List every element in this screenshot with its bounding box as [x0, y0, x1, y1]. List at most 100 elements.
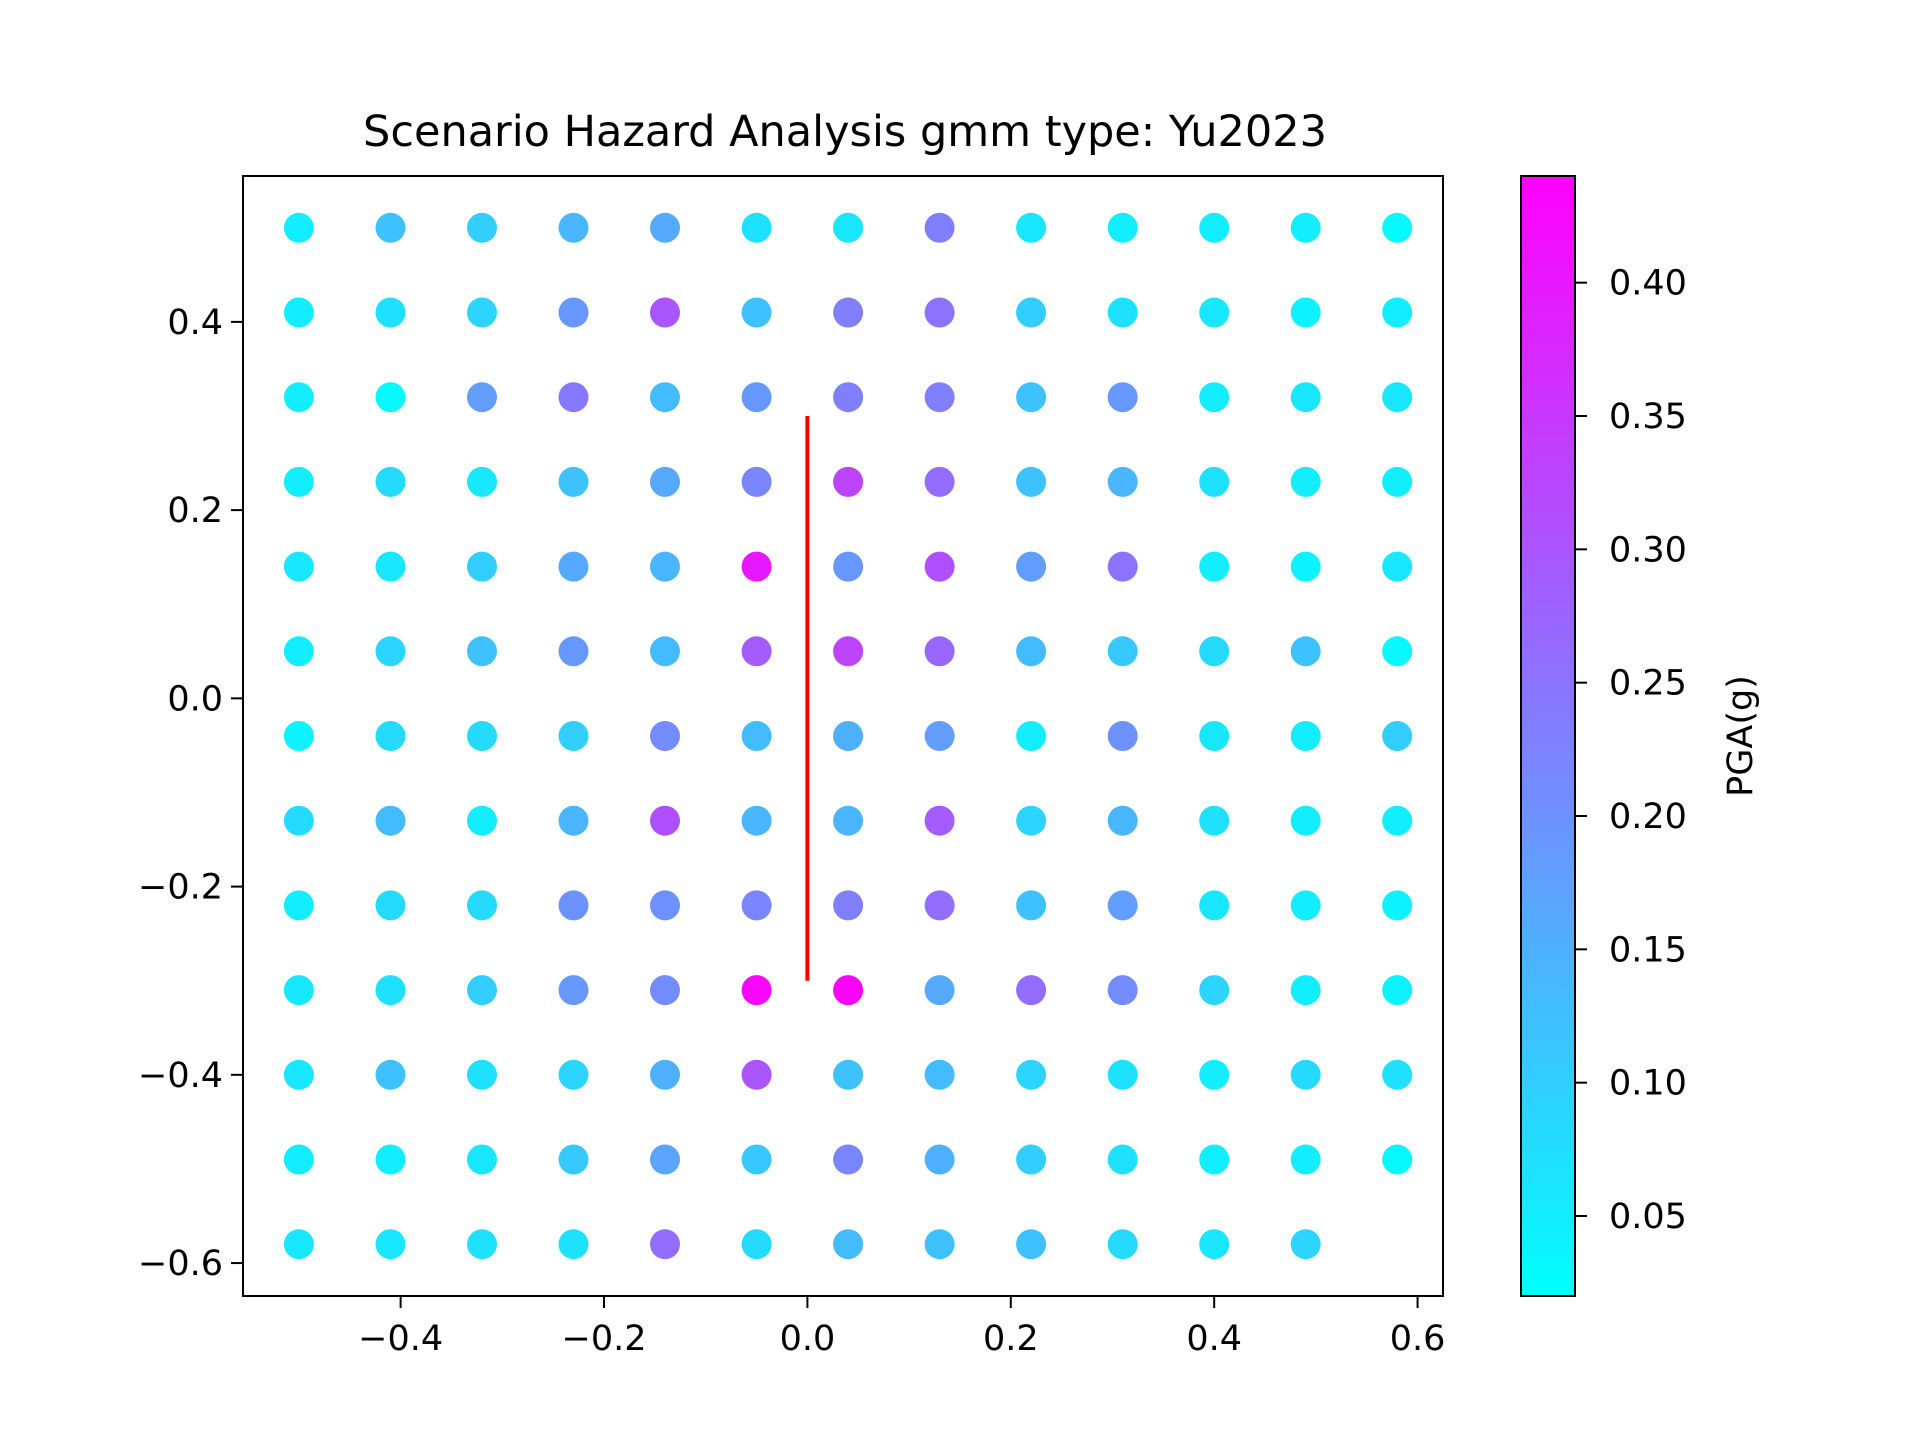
- site-marker: [1290, 1144, 1321, 1175]
- site-marker: [1382, 975, 1413, 1006]
- colorbar-tick-label: 0.20: [1609, 797, 1687, 837]
- site-marker: [833, 721, 864, 751]
- site-marker: [558, 212, 589, 243]
- site-marker: [1016, 1229, 1047, 1260]
- site-marker: [1107, 1144, 1138, 1175]
- site-marker: [558, 636, 589, 667]
- site-marker: [1382, 1144, 1413, 1175]
- site-marker: [375, 721, 406, 751]
- site-marker: [1382, 805, 1413, 836]
- site-marker: [833, 466, 864, 497]
- site-marker: [1107, 212, 1138, 243]
- site-marker: [1382, 721, 1413, 751]
- plot-frame: [242, 175, 1444, 1297]
- site-marker: [833, 297, 864, 328]
- site-marker: [283, 636, 314, 667]
- site-marker: [1016, 212, 1047, 243]
- site-marker: [283, 212, 314, 243]
- site-marker: [833, 890, 864, 921]
- site-marker: [283, 721, 314, 751]
- site-marker: [283, 1059, 314, 1090]
- site-marker: [741, 212, 772, 243]
- site-marker: [375, 636, 406, 667]
- colorbar-tick-label: 0.30: [1609, 530, 1687, 570]
- y-tick-label: 0.2: [167, 491, 223, 531]
- site-marker: [1290, 890, 1321, 921]
- site-marker: [924, 212, 955, 243]
- site-marker: [1199, 975, 1230, 1006]
- site-marker: [1107, 297, 1138, 328]
- site-marker: [1382, 636, 1413, 667]
- site-marker: [1290, 297, 1321, 328]
- site-marker: [375, 975, 406, 1006]
- x-tick-label: −0.2: [562, 1319, 647, 1359]
- x-tick-label: 0.6: [1390, 1319, 1446, 1359]
- site-marker: [1016, 975, 1047, 1006]
- y-axis: −0.6 −0.4 −0.2 0.0 0.2 0.4: [138, 303, 243, 1284]
- site-marker: [467, 805, 497, 836]
- site-marker: [650, 975, 680, 1006]
- site-marker: [1016, 721, 1047, 751]
- site-marker: [1016, 890, 1047, 921]
- y-tick-label: 0.0: [167, 679, 223, 719]
- site-marker: [650, 551, 680, 582]
- site-marker: [924, 890, 955, 921]
- colorbar-label: PGA(g): [1721, 675, 1761, 797]
- site-marker: [741, 1144, 772, 1175]
- site-marker: [924, 1229, 955, 1260]
- site-marker: [558, 297, 589, 328]
- site-marker: [1199, 212, 1230, 243]
- site-marker: [375, 1059, 406, 1090]
- site-marker: [283, 1229, 314, 1260]
- site-marker: [375, 1229, 406, 1260]
- site-marker: [467, 975, 497, 1006]
- site-marker: [1382, 382, 1413, 413]
- site-marker: [558, 551, 589, 582]
- site-marker: [650, 297, 680, 328]
- site-marker: [1290, 212, 1321, 243]
- site-marker: [1199, 1229, 1230, 1260]
- site-marker: [467, 382, 497, 413]
- site-marker: [467, 297, 497, 328]
- site-marker: [467, 551, 497, 582]
- colorbar-tick-label: 0.25: [1609, 664, 1687, 704]
- colorbar-ticks: 0.05 0.10 0.15 0.20 0.25 0.30 0.35 0.40: [1575, 264, 1687, 1237]
- site-marker: [558, 1144, 589, 1175]
- site-marker: [650, 1144, 680, 1175]
- chart-title: Scenario Hazard Analysis gmm type: Yu202…: [363, 107, 1327, 157]
- site-marker: [467, 212, 497, 243]
- site-marker: [1290, 1229, 1321, 1260]
- site-marker: [558, 890, 589, 921]
- site-marker: [558, 382, 589, 413]
- site-marker: [1107, 975, 1138, 1006]
- site-marker: [1107, 382, 1138, 413]
- site-marker: [283, 805, 314, 836]
- site-marker: [1199, 1144, 1230, 1175]
- site-marker: [924, 466, 955, 497]
- site-marker: [1382, 1059, 1413, 1090]
- site-marker: [650, 466, 680, 497]
- site-marker: [741, 382, 772, 413]
- site-marker: [1290, 466, 1321, 497]
- site-marker: [1107, 805, 1138, 836]
- site-marker: [1107, 890, 1138, 921]
- site-marker: [1016, 805, 1047, 836]
- site-marker: [833, 1144, 864, 1175]
- site-marker: [558, 721, 589, 751]
- site-marker: [1290, 975, 1321, 1006]
- site-marker: [924, 721, 955, 751]
- site-marker: [558, 466, 589, 497]
- site-marker: [1016, 551, 1047, 582]
- site-marker: [1107, 1059, 1138, 1090]
- colorbar: [1520, 175, 1576, 1297]
- site-marker: [1199, 382, 1230, 413]
- site-marker: [1107, 1229, 1138, 1260]
- site-marker: [375, 297, 406, 328]
- scatter-markers: [283, 212, 1413, 1260]
- site-marker: [1199, 805, 1230, 836]
- site-marker: [924, 1059, 955, 1090]
- site-marker: [1016, 297, 1047, 328]
- site-marker: [467, 1144, 497, 1175]
- site-marker: [833, 382, 864, 413]
